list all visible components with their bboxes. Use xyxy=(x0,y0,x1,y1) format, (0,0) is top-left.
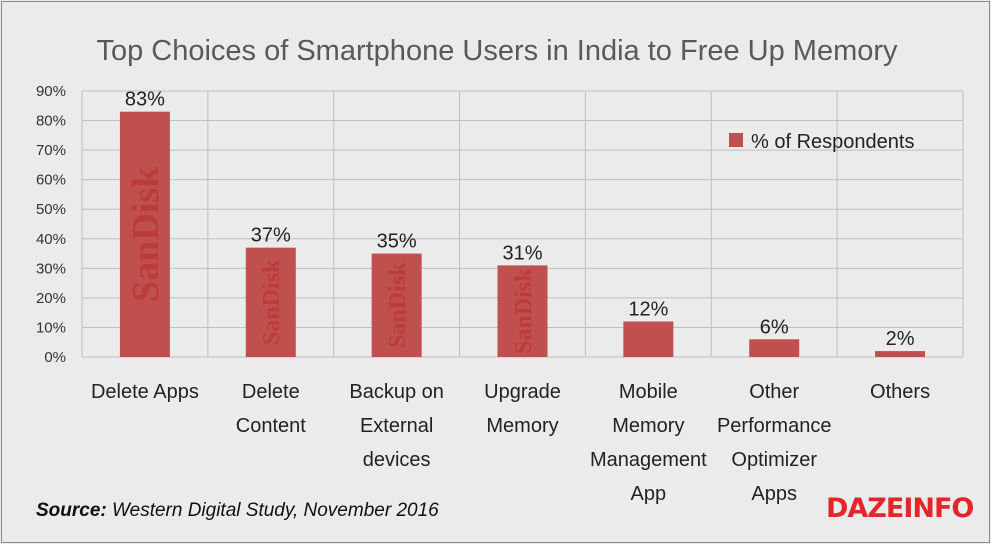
x-tick-label: Others xyxy=(870,381,930,403)
x-tick-label: Delete Content xyxy=(236,381,306,437)
legend-label: % of Respondents xyxy=(751,131,914,153)
y-axis: 0% 10% 20% 30% 40% 50% 60% 70% 80% 90% xyxy=(36,83,66,366)
bar xyxy=(371,253,422,357)
data-labels: 83% 37% 35% 31% 12% 6% 2% xyxy=(125,89,915,350)
x-tick-label: Mobile Memory Management App xyxy=(590,381,707,505)
source-label: Source: xyxy=(36,500,107,521)
data-label: 31% xyxy=(502,242,542,264)
data-label: 37% xyxy=(251,225,291,247)
y-tick-label: 60% xyxy=(36,172,66,189)
bar-watermark: SanDisk xyxy=(259,259,285,345)
y-tick-label: 70% xyxy=(36,142,66,159)
bar-watermark: SanDisk xyxy=(125,166,167,302)
data-label: 6% xyxy=(760,316,789,338)
y-tick-label: 90% xyxy=(36,83,66,100)
bar xyxy=(119,111,170,357)
chart-title: Top Choices of Smartphone Users in India… xyxy=(96,35,898,67)
y-tick-label: 10% xyxy=(36,319,66,336)
source-note: Source: Western Digital Study, November … xyxy=(36,500,439,522)
x-tick-label: Backup on External devices xyxy=(349,381,444,471)
x-tick-label: Delete Apps xyxy=(91,381,199,403)
gridlines xyxy=(81,90,964,358)
y-tick-label: 80% xyxy=(36,113,66,130)
bar xyxy=(875,351,926,357)
data-label: 35% xyxy=(377,231,417,253)
legend: % of Respondents xyxy=(729,131,914,153)
y-tick-label: 50% xyxy=(36,201,66,218)
y-tick-label: 0% xyxy=(44,349,66,366)
x-axis: Delete Apps Delete Content Backup on Externa… xyxy=(91,381,930,505)
bar-watermark: SanDisk xyxy=(511,268,537,354)
data-label: 2% xyxy=(886,328,915,350)
x-tick-label: Other Performance Optimizer Apps xyxy=(717,381,832,505)
y-tick-label: 20% xyxy=(36,290,66,307)
x-tick-label: Upgrade Memory xyxy=(484,381,561,437)
bar-watermark: SanDisk xyxy=(385,262,411,348)
logo-text: DAZEINFO xyxy=(826,493,974,524)
bar xyxy=(623,321,674,357)
bar xyxy=(497,265,548,357)
bar xyxy=(749,339,800,357)
source-text: Western Digital Study, November 2016 xyxy=(112,500,439,521)
y-tick-label: 30% xyxy=(36,260,66,277)
legend-swatch xyxy=(729,133,743,147)
dazeinfo-logo: DAZEINFO xyxy=(826,493,974,524)
bar xyxy=(245,247,296,357)
bars: SanDisk SanDisk SanDisk SanDisk xyxy=(119,111,926,357)
y-tick-label: 40% xyxy=(36,231,66,248)
data-label: 12% xyxy=(628,299,668,321)
data-label: 83% xyxy=(125,89,165,111)
